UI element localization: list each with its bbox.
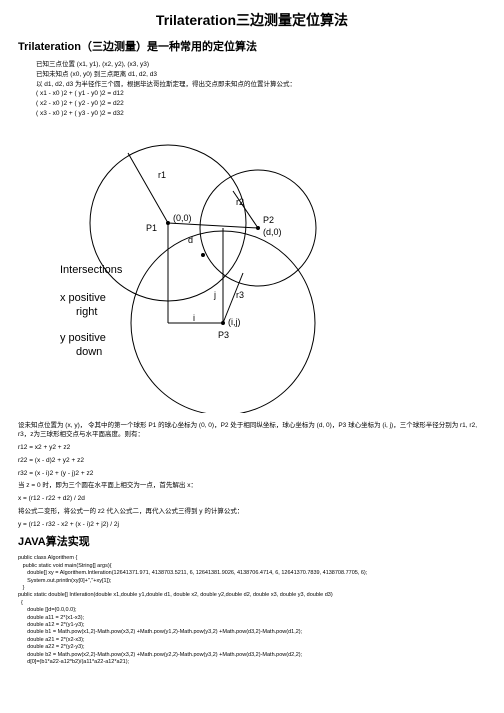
svg-text:P2: P2	[263, 215, 274, 225]
svg-text:Intersections: Intersections	[60, 264, 123, 276]
svg-text:j: j	[213, 290, 216, 300]
svg-text:(i,j): (i,j)	[228, 317, 241, 327]
code-block: public class Algorithem { public static …	[18, 555, 486, 666]
text-line: y = (r12 - r32 - x2 + (x - i)2 + j2) / 2…	[18, 520, 486, 530]
svg-text:r1: r1	[158, 170, 166, 180]
svg-text:d: d	[188, 235, 193, 245]
intro-line: 已知未知点 (x0, y0) 到三点距离 d1, d2, d3	[36, 70, 486, 80]
text-line: 当 z = 0 时，即为三个圆在水平面上相交为一点，首先解出 x：	[18, 481, 486, 491]
intro-line: 以 d1, d2, d3 为半径作三个圆，根据毕达哥拉斯定理，得出交点即未知点的…	[36, 80, 486, 90]
diagram-small-labels: r1 r2 r3 P1 P2 P3 (0,0) (d,0) (i,j) d i …	[146, 170, 282, 340]
text-line: 将公式二变形，将公式一的 z2 代入公式二，再代入公式三得到 y 的计算公式：	[18, 507, 486, 517]
svg-text:(d,0): (d,0)	[263, 227, 282, 237]
intro-line: 已知三点位置 (x1, y1), (x2, y2), (x3, y3)	[36, 60, 486, 70]
svg-text:i: i	[193, 313, 195, 323]
svg-text:x positive: x positive	[60, 292, 106, 304]
formula-block: 设未知点位置为 (x, y)， 令其中的第一个球形 P1 的球心坐标为 (0, …	[18, 421, 486, 530]
intro-block: 已知三点位置 (x1, y1), (x2, y2), (x3, y3) 已知未知…	[18, 60, 486, 119]
intro-line: ( x1 - x0 )2 + ( y1 - y0 )2 = d12	[36, 89, 486, 99]
java-title: JAVA算法实现	[18, 533, 486, 549]
trilateration-diagram: r1 r2 r3 P1 P2 P3 (0,0) (d,0) (i,j) d i …	[58, 123, 338, 413]
text-line: x = (r12 - r22 + d2) / 2d	[18, 494, 486, 504]
svg-text:(0,0): (0,0)	[173, 213, 192, 223]
text-line: r22 = (x - d)2 + y2 + z2	[18, 456, 486, 466]
svg-text:y positive: y positive	[60, 332, 106, 344]
svg-text:r3: r3	[236, 290, 244, 300]
svg-text:P3: P3	[218, 330, 229, 340]
text-line: r32 = (x - i)2 + (y - j)2 + z2	[18, 469, 486, 479]
page-title: Trilateration三边测量定位算法	[18, 10, 486, 30]
svg-text:down: down	[76, 346, 102, 358]
text-line: r12 = x2 + y2 + z2	[18, 443, 486, 453]
svg-text:P1: P1	[146, 223, 157, 233]
svg-text:r2: r2	[236, 197, 244, 207]
text-line: 设未知点位置为 (x, y)， 令其中的第一个球形 P1 的球心坐标为 (0, …	[18, 421, 486, 441]
intro-line: ( x2 - x0 )2 + ( y2 - y0 )2 = d22	[36, 99, 486, 109]
intro-line: ( x3 - x0 )2 + ( y3 - y0 )2 = d32	[36, 109, 486, 119]
subtitle: Trilateration（三边测量）是一种常用的定位算法	[18, 38, 486, 54]
svg-text:right: right	[76, 306, 97, 318]
